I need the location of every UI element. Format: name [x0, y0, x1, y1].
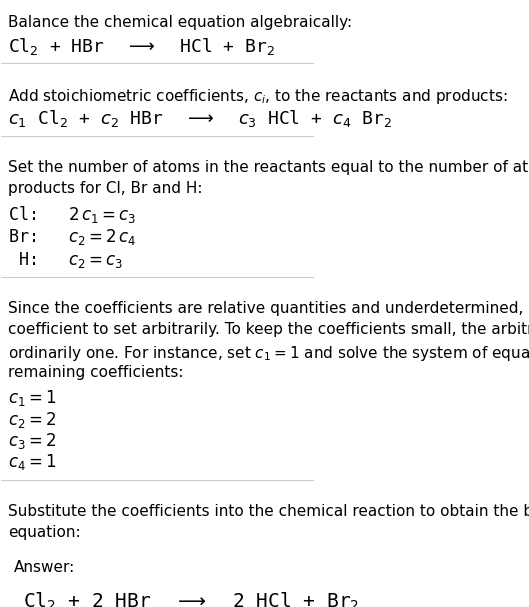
FancyBboxPatch shape	[6, 548, 156, 607]
Text: Balance the chemical equation algebraically:: Balance the chemical equation algebraica…	[7, 15, 352, 30]
Text: Cl:   $2\,c_1 = c_3$: Cl: $2\,c_1 = c_3$	[7, 205, 136, 225]
Text: $c_4 = 1$: $c_4 = 1$	[7, 452, 56, 472]
Text: $c_3 = 2$: $c_3 = 2$	[7, 431, 56, 451]
Text: products for Cl, Br and H:: products for Cl, Br and H:	[7, 181, 202, 196]
Text: Substitute the coefficients into the chemical reaction to obtain the balanced: Substitute the coefficients into the che…	[7, 504, 529, 519]
Text: Answer:: Answer:	[14, 560, 75, 575]
Text: H:   $c_2 = c_3$: H: $c_2 = c_3$	[7, 249, 123, 270]
Text: Since the coefficients are relative quantities and underdetermined, choose a: Since the coefficients are relative quan…	[7, 301, 529, 316]
Text: $c_1$ Cl$_2$ + $c_2$ HBr  $\longrightarrow$  $c_3$ HCl + $c_4$ Br$_2$: $c_1$ Cl$_2$ + $c_2$ HBr $\longrightarro…	[7, 109, 392, 129]
Text: Cl$_2$ + 2 HBr  $\longrightarrow$  2 HCl + Br$_2$: Cl$_2$ + 2 HBr $\longrightarrow$ 2 HCl +…	[23, 590, 359, 607]
Text: Cl$_2$ + HBr  $\longrightarrow$  HCl + Br$_2$: Cl$_2$ + HBr $\longrightarrow$ HCl + Br$…	[7, 36, 275, 57]
Text: $c_1 = 1$: $c_1 = 1$	[7, 388, 56, 408]
Text: Set the number of atoms in the reactants equal to the number of atoms in the: Set the number of atoms in the reactants…	[7, 160, 529, 175]
Text: Add stoichiometric coefficients, $c_i$, to the reactants and products:: Add stoichiometric coefficients, $c_i$, …	[7, 87, 507, 106]
Text: coefficient to set arbitrarily. To keep the coefficients small, the arbitrary va: coefficient to set arbitrarily. To keep …	[7, 322, 529, 337]
Text: remaining coefficients:: remaining coefficients:	[7, 365, 183, 380]
Text: Br:   $c_2 = 2\,c_4$: Br: $c_2 = 2\,c_4$	[7, 227, 136, 247]
Text: ordinarily one. For instance, set $c_1 = 1$ and solve the system of equations fo: ordinarily one. For instance, set $c_1 =…	[7, 344, 529, 362]
Text: $c_2 = 2$: $c_2 = 2$	[7, 410, 56, 430]
Text: equation:: equation:	[7, 525, 80, 540]
